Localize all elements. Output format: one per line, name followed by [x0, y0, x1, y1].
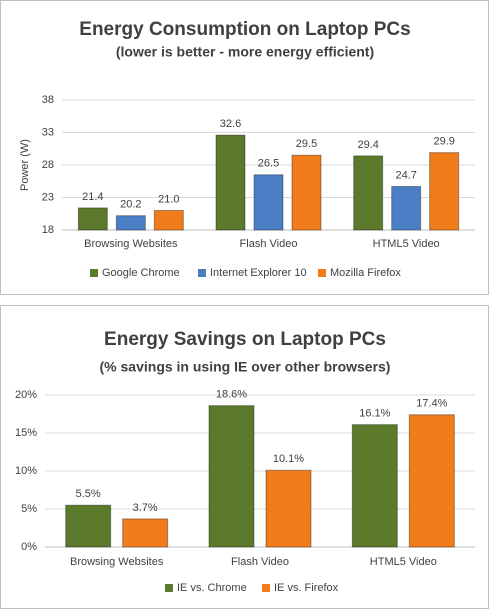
- bar: [265, 469, 312, 548]
- x-tick-label: Flash Video: [240, 238, 298, 250]
- legend-label: IE vs. Chrome: [177, 582, 247, 594]
- legend-swatch: [90, 269, 98, 277]
- bar: [208, 405, 255, 548]
- bar: [351, 424, 398, 548]
- data-label: 21.4: [82, 191, 103, 203]
- bar: [429, 152, 460, 231]
- y-tick-label: 33: [42, 126, 54, 138]
- data-label: 29.4: [357, 139, 378, 151]
- data-label: 16.1%: [359, 408, 390, 420]
- bar: [215, 134, 246, 231]
- legend-swatch: [198, 269, 206, 277]
- bar: [291, 154, 322, 231]
- bar: [391, 185, 422, 231]
- x-tick-label: Flash Video: [231, 556, 289, 568]
- data-label: 29.9: [433, 136, 454, 148]
- bar: [153, 210, 184, 231]
- bar: [77, 207, 108, 231]
- bar: [353, 155, 384, 231]
- y-tick-label: 18: [42, 224, 54, 236]
- legend-label: Internet Explorer 10: [210, 267, 307, 279]
- chart-subtitle: (lower is better - more energy efficient…: [116, 44, 374, 60]
- data-label: 21.0: [158, 193, 179, 205]
- legend-swatch: [318, 269, 326, 277]
- legend-swatch: [262, 584, 270, 592]
- y-tick-label: 28: [42, 159, 54, 171]
- bar: [408, 414, 455, 548]
- bar: [65, 504, 112, 548]
- data-label: 32.6: [220, 118, 241, 130]
- y-tick-label: 15%: [15, 427, 37, 439]
- data-label: 3.7%: [133, 502, 158, 514]
- data-label: 10.1%: [273, 453, 304, 465]
- chart-subtitle: (% savings in using IE over other browse…: [100, 359, 391, 375]
- y-tick-label: 10%: [15, 465, 37, 477]
- data-label: 29.5: [296, 138, 317, 150]
- legend-label: Google Chrome: [102, 267, 180, 279]
- legend-swatch: [165, 584, 173, 592]
- legend-label: IE vs. Firefox: [274, 582, 339, 594]
- data-label: 5.5%: [76, 488, 101, 500]
- data-label: 20.2: [120, 199, 141, 211]
- x-tick-label: HTML5 Video: [373, 238, 440, 250]
- x-tick-label: HTML5 Video: [370, 556, 437, 568]
- y-tick-label: 0%: [21, 541, 37, 553]
- x-tick-label: Browsing Websites: [84, 238, 178, 250]
- y-tick-label: 23: [42, 191, 54, 203]
- bar: [253, 174, 284, 231]
- chart-title: Energy Consumption on Laptop PCs: [79, 19, 410, 40]
- legend-label: Mozilla Firefox: [330, 267, 401, 279]
- y-tick-label: 5%: [21, 503, 37, 515]
- y-axis-label: Power (W): [19, 139, 31, 191]
- data-label: 26.5: [258, 158, 279, 170]
- chart-title: Energy Savings on Laptop PCs: [104, 329, 386, 350]
- data-label: 18.6%: [216, 389, 247, 401]
- y-tick-label: 38: [42, 94, 54, 106]
- y-tick-label: 20%: [15, 389, 37, 401]
- data-label: 17.4%: [416, 398, 447, 410]
- bar: [115, 215, 146, 231]
- bar: [122, 518, 169, 548]
- data-label: 24.7: [395, 169, 416, 181]
- x-tick-label: Browsing Websites: [70, 556, 164, 568]
